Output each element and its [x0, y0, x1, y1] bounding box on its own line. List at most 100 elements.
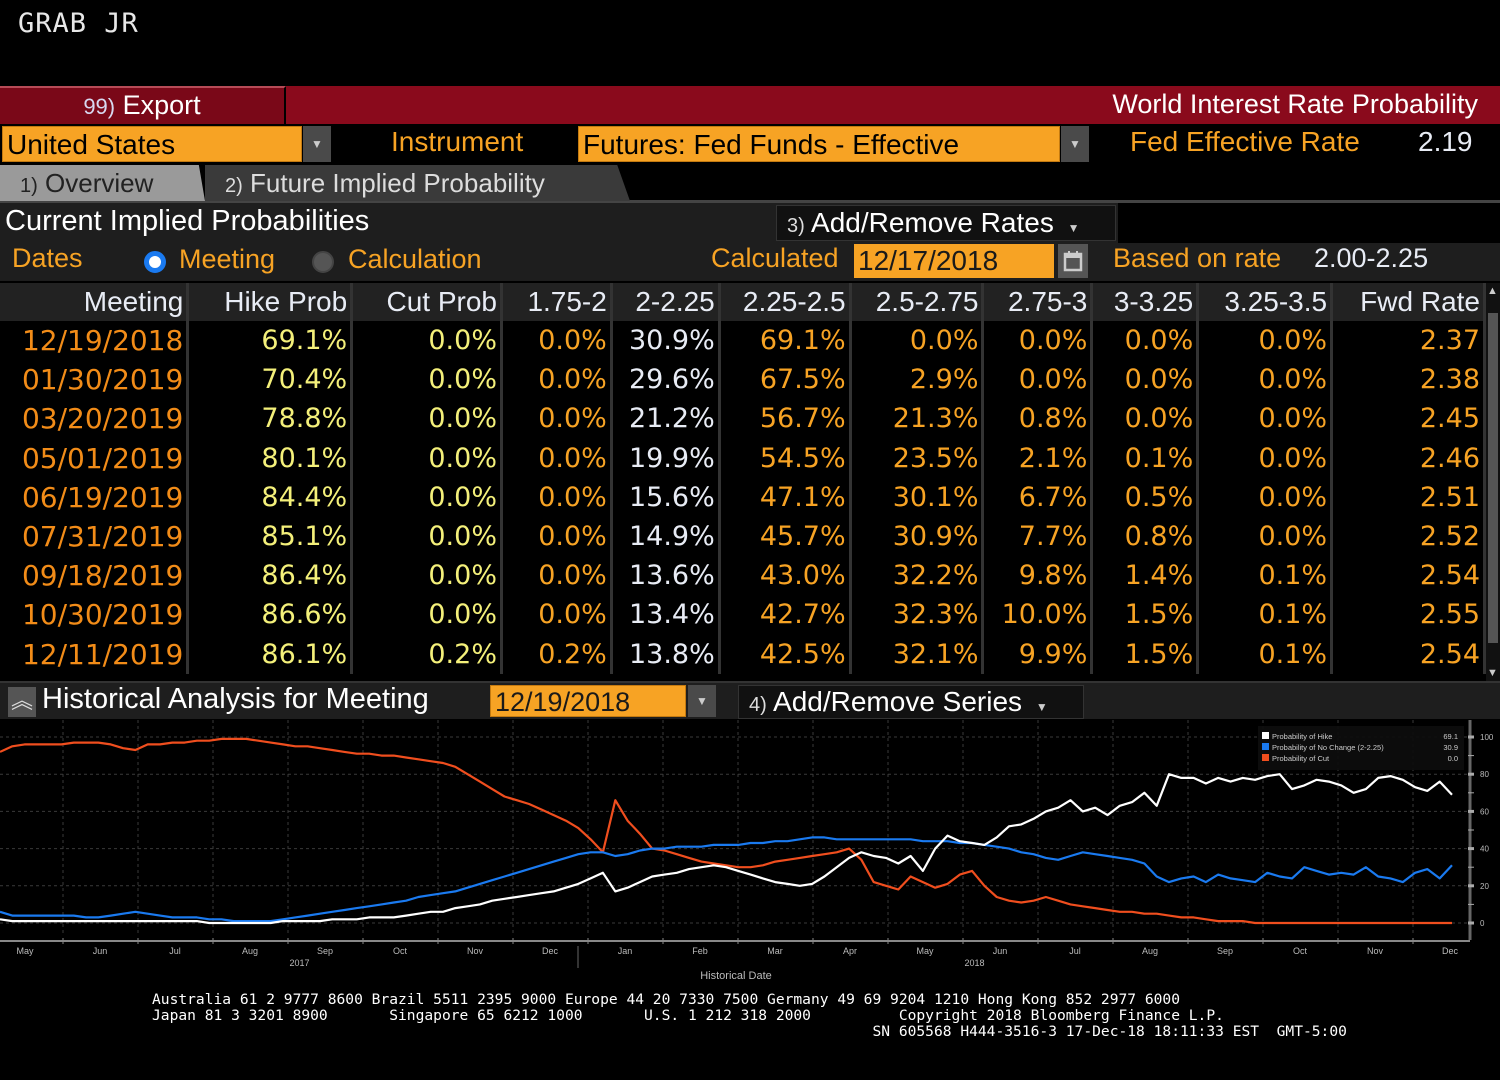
- series-line-probability-of-cut: [0, 737, 1452, 925]
- x-tick-label: Mar: [767, 946, 783, 956]
- x-year-label: 2018: [964, 958, 984, 968]
- table-cell: 32.2%: [850, 556, 985, 596]
- export-button[interactable]: 99) Export: [0, 86, 286, 124]
- tab-shortcut: 2): [225, 175, 243, 197]
- meeting-radio[interactable]: [144, 251, 166, 273]
- collapse-button[interactable]: ︽: [8, 687, 36, 717]
- table-cell: 78.8%: [187, 399, 354, 439]
- column-header[interactable]: Cut Prob: [351, 283, 503, 321]
- column-header[interactable]: 3-3.25: [1091, 283, 1200, 321]
- table-cell: 0.8%: [1091, 516, 1200, 557]
- series-line-probability-of-no-change-2-2-25: [0, 836, 1453, 923]
- meeting-date-select[interactable]: 12/19/2018: [490, 685, 686, 717]
- x-tick-label: Jul: [169, 946, 181, 956]
- table-cell: 32.1%: [850, 634, 985, 674]
- column-header[interactable]: 2.75-3: [982, 283, 1094, 321]
- table-cell: 19.9%: [611, 438, 721, 478]
- table-row[interactable]: 05/01/2019 80.1% 0.0% 0.0% 19.9% 54.5% 23.5% 2.…: [0, 438, 1486, 478]
- column-header[interactable]: 2-2.25: [611, 283, 721, 321]
- table-cell: 2.46: [1331, 438, 1486, 478]
- table-cell: 80.1%: [187, 438, 354, 478]
- calculation-option-label[interactable]: Calculation: [348, 244, 482, 274]
- table-row[interactable]: 03/20/2019 78.8% 0.0% 0.0% 21.2% 56.7% 21.3% 0.…: [0, 399, 1486, 439]
- table-row[interactable]: 06/19/2019 84.4% 0.0% 0.0% 15.6% 47.1% 30.1% 6.…: [0, 477, 1486, 517]
- instrument-select[interactable]: Futures: Fed Funds - Effective: [578, 126, 1060, 162]
- table-scrollbar[interactable]: ▲ ▼: [1486, 283, 1500, 681]
- column-header[interactable]: 2.5-2.75: [850, 283, 985, 321]
- table-cell: 0.0%: [1197, 321, 1334, 361]
- table-cell: 0.0%: [1091, 399, 1200, 439]
- column-header[interactable]: 2.25-2.5: [719, 283, 852, 321]
- instrument-dropdown-button[interactable]: ▼: [1061, 126, 1089, 162]
- table-row[interactable]: 01/30/2019 70.4% 0.0% 0.0% 29.6% 67.5% 2.9% 0.0…: [0, 360, 1486, 400]
- meeting-date-dropdown-button[interactable]: ▼: [688, 685, 716, 717]
- legend-value: 69.1: [1443, 732, 1458, 741]
- historical-chart[interactable]: May Jun Jul Aug Sep Oct Nov Dec Jan Feb Mar Apr May J…: [0, 720, 1500, 982]
- table-cell: 06/19/2019: [0, 477, 190, 517]
- table-row[interactable]: 07/31/2019 85.1% 0.0% 0.0% 14.9% 45.7% 30.9% 7.…: [0, 516, 1486, 557]
- shortcut: 4): [749, 694, 767, 716]
- calendar-button[interactable]: [1058, 244, 1088, 278]
- x-tick-label: Aug: [242, 946, 258, 956]
- country-select[interactable]: United States: [2, 126, 302, 162]
- section-header: Current Implied Probabilities 3) Add/Rem…: [0, 203, 1500, 243]
- fed-rate-value: 2.19: [1418, 126, 1473, 157]
- table-cell: 67.5%: [719, 360, 852, 400]
- table-cell: 2.54: [1331, 634, 1486, 674]
- scroll-down-icon[interactable]: ▼: [1487, 667, 1498, 679]
- table-cell: 0.1%: [1197, 634, 1334, 674]
- legend-label: Probability of No Change (2-2.25): [1272, 743, 1384, 752]
- scrollbar-thumb[interactable]: [1488, 313, 1498, 643]
- x-tick-label: Apr: [843, 946, 857, 956]
- chevron-down-icon: ▼: [1069, 137, 1081, 151]
- column-header[interactable]: Hike Prob: [187, 283, 354, 321]
- based-on-rate-label: Based on rate: [1113, 243, 1282, 273]
- footer-line-1: Australia 61 2 9777 8600 Brazil 5511 239…: [152, 991, 1180, 1008]
- calendar-icon: [1063, 251, 1083, 272]
- table-row[interactable]: 10/30/2019 86.6% 0.0% 0.0% 13.4% 42.7% 32.3% 10…: [0, 595, 1486, 635]
- calculated-date-input[interactable]: 12/17/2018: [854, 244, 1054, 278]
- table-cell: 0.0%: [351, 477, 503, 517]
- export-label: Export: [122, 90, 201, 120]
- command-line[interactable]: GRAB JR: [18, 8, 139, 39]
- legend-value: 30.9: [1443, 743, 1458, 752]
- table-cell: 54.5%: [719, 438, 852, 478]
- column-header[interactable]: 1.75-2: [501, 283, 613, 321]
- table-cell: 21.3%: [850, 399, 985, 439]
- add-remove-rates-button[interactable]: 3) Add/Remove Rates ▼: [776, 205, 1116, 241]
- table-cell: 86.1%: [187, 634, 354, 674]
- legend-swatch: [1262, 743, 1269, 750]
- country-dropdown-button[interactable]: ▼: [303, 126, 331, 162]
- column-header[interactable]: 3.25-3.5: [1197, 283, 1334, 321]
- table-cell: 09/18/2019: [0, 556, 190, 596]
- table-cell: 0.1%: [1197, 556, 1334, 596]
- meeting-option-label[interactable]: Meeting: [179, 244, 276, 274]
- tab-bar: 1) Overview 2) Future Implied Probabilit…: [0, 165, 1500, 203]
- table-cell: 0.0%: [501, 438, 613, 478]
- table-cell: 69.1%: [187, 321, 354, 361]
- add-remove-series-button[interactable]: 4) Add/Remove Series ▼: [738, 685, 1084, 719]
- table-cell: 1.5%: [1091, 634, 1200, 674]
- table-row[interactable]: 12/11/2019 86.1% 0.2% 0.2% 13.8% 42.5% 32.1% 9.…: [0, 634, 1486, 674]
- calculation-radio[interactable]: [312, 251, 334, 273]
- table-cell: 42.5%: [719, 634, 852, 674]
- y-tick-label: 0: [1480, 919, 1485, 928]
- y-tick-label: 60: [1480, 807, 1489, 816]
- table-cell: 07/31/2019: [0, 516, 190, 557]
- tab-future-implied-probability[interactable]: 2) Future Implied Probability: [205, 165, 630, 201]
- table-cell: 10.0%: [982, 595, 1094, 635]
- tab-label: Overview: [45, 168, 154, 198]
- table-cell: 0.0%: [982, 360, 1094, 400]
- table-row[interactable]: 12/19/2018 69.1% 0.0% 0.0% 30.9% 69.1% 0.0% 0.0…: [0, 321, 1486, 361]
- tab-overview[interactable]: 1) Overview: [0, 165, 205, 201]
- table-cell: 0.0%: [1197, 399, 1334, 439]
- column-header[interactable]: Meeting: [0, 283, 190, 321]
- column-header[interactable]: Fwd Rate: [1331, 283, 1486, 321]
- table-row[interactable]: 09/18/2019 86.4% 0.0% 0.0% 13.6% 43.0% 32.2% 9.…: [0, 556, 1486, 596]
- x-tick-label: Nov: [467, 946, 484, 956]
- scroll-up-icon[interactable]: ▲: [1487, 285, 1498, 297]
- table-cell: 0.0%: [501, 556, 613, 596]
- x-tick-label: Jan: [618, 946, 633, 956]
- y-tick-label: 80: [1480, 770, 1489, 779]
- x-tick-label: Sep: [317, 946, 333, 956]
